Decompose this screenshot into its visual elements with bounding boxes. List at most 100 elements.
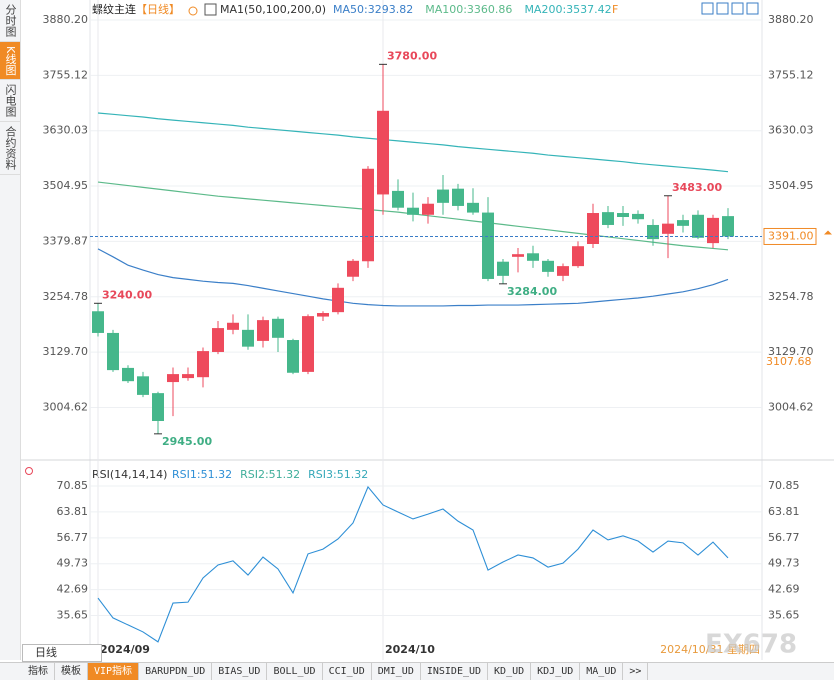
candle-body <box>617 213 629 218</box>
candle-body <box>377 110 389 195</box>
flag: F <box>612 3 618 16</box>
legend-entry: MA50:3293.82 <box>333 3 413 16</box>
candle-body <box>542 260 554 272</box>
candle-body <box>362 168 374 262</box>
y-tick-label: 70.85 <box>768 479 800 492</box>
legend-entry: RSI3:51.32 <box>308 468 368 481</box>
tool-button[interactable] <box>746 2 759 15</box>
period: 【日线】 <box>136 2 180 16</box>
candle-body <box>557 266 569 276</box>
bottom-tab[interactable]: CCI_UD <box>323 663 372 680</box>
rsi-line <box>97 485 729 643</box>
side-tab[interactable]: 分时图 <box>0 0 20 42</box>
bottom-tab[interactable]: BOLL_UD <box>267 663 323 680</box>
candle-body <box>647 224 659 240</box>
y-tick-label: 3504.95 <box>768 179 814 192</box>
candle-body <box>197 351 209 378</box>
price-marker: 3107.68 <box>766 355 812 368</box>
icon[interactable] <box>204 3 217 16</box>
bottom-tab[interactable]: INSIDE_UD <box>421 663 489 680</box>
y-tick-label: 56.77 <box>768 531 800 544</box>
icon[interactable] <box>25 467 33 475</box>
y-tick-label: 42.69 <box>57 583 89 596</box>
candle-body <box>347 260 359 277</box>
y-tick-label: 56.77 <box>57 531 89 544</box>
candle-body <box>272 318 284 338</box>
period-button[interactable]: 日线 <box>22 644 102 662</box>
y-tick-label: 3880.20 <box>768 13 814 26</box>
candle-body <box>407 207 419 215</box>
symbol: 螺纹主连 <box>92 2 136 16</box>
candle-body <box>182 374 194 379</box>
bottom-tab[interactable]: KD_UD <box>488 663 532 680</box>
bottom-tab[interactable]: MA_UD <box>580 663 624 680</box>
bottom-tab[interactable]: KDJ_UD <box>531 663 581 680</box>
candle-body <box>662 223 674 234</box>
y-tick-label: 49.73 <box>57 557 89 570</box>
y-tick-label: 42.69 <box>768 583 800 596</box>
bottom-tab[interactable]: >> <box>623 663 649 680</box>
candle-body <box>692 214 704 238</box>
candle-body <box>632 213 644 220</box>
sidebar: 分时图 K线图 闪电图 合约资料 <box>0 0 21 660</box>
candle-body <box>107 332 119 371</box>
icon[interactable] <box>188 6 198 16</box>
candle-body <box>422 203 434 215</box>
candle-body <box>707 217 719 244</box>
y-tick-label: 63.81 <box>768 505 800 518</box>
y-tick-label: 3880.20 <box>43 13 89 26</box>
y-tick-label: 35.65 <box>57 609 89 622</box>
y-tick-label: 3254.78 <box>768 290 814 303</box>
candle-body <box>227 322 239 330</box>
y-tick-label: 35.65 <box>768 609 800 622</box>
extreme-label: 3483.00 <box>672 181 722 194</box>
bottom-tab[interactable]: 模板 <box>55 663 88 680</box>
tool-button[interactable] <box>716 2 729 15</box>
legend-entry: RSI2:51.32 <box>240 468 300 481</box>
y-tick-label: 49.73 <box>768 557 800 570</box>
extreme-label: 3780.00 <box>387 49 437 62</box>
watermark: EX678 <box>705 630 797 660</box>
bottom-tab[interactable]: DMI_UD <box>372 663 421 680</box>
ma-line <box>97 112 729 173</box>
x-tick-label: 2024/10 <box>385 643 435 656</box>
candle-body <box>512 254 524 257</box>
y-tick-label: 3254.78 <box>43 290 89 303</box>
candle-body <box>437 189 449 203</box>
candle-body <box>317 313 329 317</box>
rsi-title: RSI(14,14,14) <box>92 468 167 481</box>
y-tick-label: 3504.95 <box>43 179 89 192</box>
tool-button[interactable] <box>701 2 714 15</box>
last-price-box <box>763 227 817 245</box>
side-tab[interactable]: K线图 <box>0 42 20 81</box>
indicator-tabs: 指标 模板 VIP指标 BARUPDN_UD BIAS_UD BOLL_UD C… <box>0 662 834 680</box>
candle-body <box>527 253 539 261</box>
legend-entry: MA100:3360.86 <box>425 3 512 16</box>
bottom-tab[interactable]: 指标 <box>22 663 55 680</box>
y-tick-label: 3755.12 <box>43 68 89 81</box>
date-footer: 2024/10/31 星期四 <box>660 643 760 656</box>
extreme-label: 3284.00 <box>507 285 557 298</box>
y-tick-label: 3129.70 <box>43 345 89 358</box>
candle-body <box>572 246 584 267</box>
y-tick-label: 3129.70 <box>768 345 814 358</box>
y-tick-label: 63.81 <box>57 505 89 518</box>
bottom-tab[interactable]: VIP指标 <box>88 663 140 680</box>
bottom-tab[interactable]: BIAS_UD <box>212 663 268 680</box>
side-tab[interactable]: 合约资料 <box>0 122 20 176</box>
candle-body <box>452 188 464 206</box>
extreme-label: 3240.00 <box>102 288 152 301</box>
bottom-tab[interactable]: BARUPDN_UD <box>139 663 213 680</box>
candle-body <box>392 190 404 208</box>
side-tab[interactable]: 闪电图 <box>0 80 20 123</box>
y-tick-label: 3755.12 <box>768 68 814 81</box>
candle-body <box>482 212 494 279</box>
candle-body <box>722 216 734 237</box>
indicator: MA1(50,100,200,0) <box>220 3 326 16</box>
candle-body <box>242 329 254 347</box>
candle-body <box>122 367 134 382</box>
last-price-label: 3391.00 <box>768 229 814 242</box>
tool-button[interactable] <box>731 2 744 15</box>
